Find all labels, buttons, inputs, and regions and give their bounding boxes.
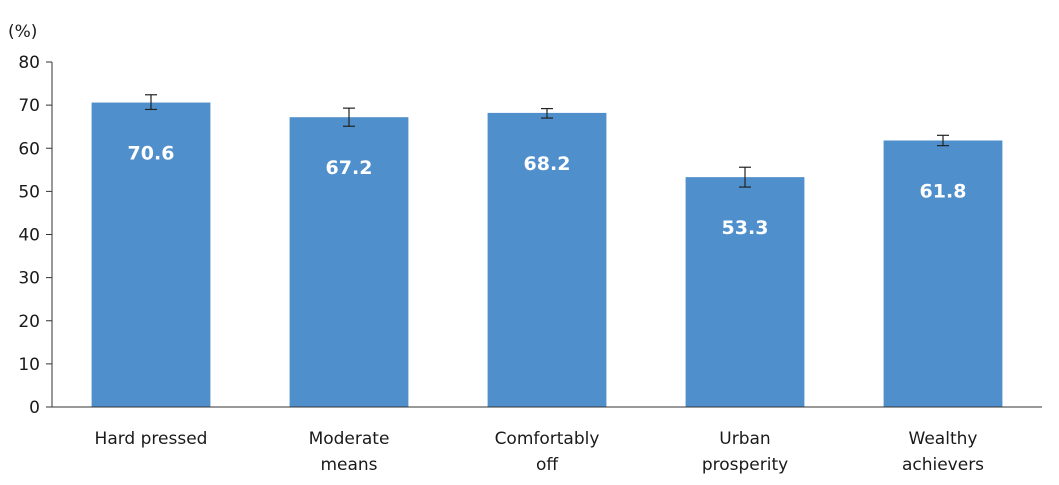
x-category-label-line: off: [536, 455, 559, 475]
bars-group: 70.6 67.2 68.2 53.3 61.8: [91, 94, 1003, 408]
y-tick-label: 70: [18, 96, 40, 116]
bar: [685, 177, 805, 407]
y-tick-label: 10: [18, 355, 40, 375]
x-category-label: Hard pressed: [95, 429, 208, 449]
bar: [883, 140, 1003, 408]
x-category-label-line: achievers: [902, 455, 984, 475]
y-tick-label: 30: [18, 269, 40, 289]
x-category-label-line: Moderate: [309, 429, 390, 449]
x-category-label: Moderate means: [309, 429, 390, 475]
x-axis: Hard pressed Moderate means Comfortably off U…: [52, 406, 1042, 475]
bar-value-label: 61.8: [920, 180, 967, 202]
bar: [91, 102, 211, 407]
bar-value-label: 67.2: [326, 157, 373, 179]
x-category-label-line: Wealthy: [909, 429, 978, 449]
y-tick-label: 80: [18, 53, 40, 73]
y-tick-label: 50: [18, 182, 40, 202]
bar-value-label: 70.6: [128, 143, 175, 165]
bar-value-label: 68.2: [524, 153, 571, 175]
y-tick-label: 40: [18, 226, 40, 246]
bar: [487, 112, 607, 407]
bar: [289, 117, 409, 407]
y-tick-label: 60: [18, 139, 40, 159]
y-tick-label: 0: [29, 398, 40, 418]
y-axis: 0 10 20 30 40 50 60 70 80: [18, 53, 53, 418]
x-category-label: Comfortably off: [495, 429, 600, 475]
y-axis-unit-label: (%): [8, 22, 37, 42]
x-category-label-line: Urban: [719, 429, 770, 449]
x-category-label-line: Comfortably: [495, 429, 600, 449]
x-category-label: Urban prosperity: [702, 429, 788, 475]
x-category-label-line: means: [320, 455, 377, 475]
x-category-label-line: prosperity: [702, 455, 788, 475]
x-category-label: Wealthy achievers: [902, 429, 984, 475]
y-tick-label: 20: [18, 312, 40, 332]
bar-value-label: 53.3: [722, 217, 769, 239]
x-category-label-line: Hard pressed: [95, 429, 208, 449]
